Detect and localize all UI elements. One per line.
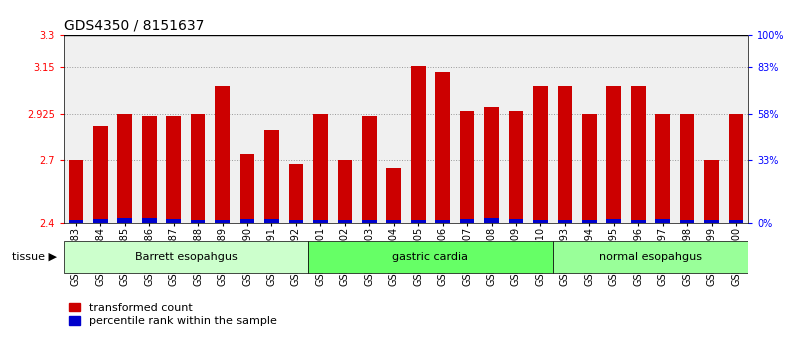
Bar xyxy=(191,220,205,223)
Bar xyxy=(460,219,474,223)
Bar xyxy=(728,114,743,223)
Bar xyxy=(411,65,426,223)
Bar xyxy=(313,114,328,223)
Bar xyxy=(533,220,548,223)
Bar xyxy=(557,220,572,223)
Bar xyxy=(655,219,670,223)
Bar xyxy=(680,114,694,223)
Bar xyxy=(68,220,84,223)
Bar xyxy=(313,220,328,223)
Bar xyxy=(460,112,474,223)
Bar xyxy=(631,220,646,223)
Bar xyxy=(386,220,401,223)
Bar xyxy=(142,218,157,223)
Legend: transformed count, percentile rank within the sample: transformed count, percentile rank withi… xyxy=(69,303,277,326)
Bar xyxy=(655,114,670,223)
Bar xyxy=(435,72,450,223)
Bar xyxy=(93,126,107,223)
Bar xyxy=(362,116,377,223)
Bar xyxy=(533,86,548,223)
Bar xyxy=(142,116,157,223)
Bar xyxy=(338,220,352,223)
Bar xyxy=(64,241,308,273)
Bar xyxy=(93,219,107,223)
Bar xyxy=(166,116,181,223)
Bar xyxy=(509,112,523,223)
Bar xyxy=(411,220,426,223)
Bar xyxy=(240,219,255,223)
Text: GDS4350 / 8151637: GDS4350 / 8151637 xyxy=(64,19,204,33)
Bar xyxy=(557,86,572,223)
Bar xyxy=(264,219,279,223)
Bar xyxy=(215,220,230,223)
Bar xyxy=(308,241,552,273)
Bar xyxy=(338,160,352,223)
Bar xyxy=(264,130,279,223)
Bar xyxy=(728,220,743,223)
Bar xyxy=(289,164,303,223)
Bar xyxy=(166,219,181,223)
Bar xyxy=(704,220,719,223)
Bar xyxy=(582,114,597,223)
Text: normal esopahgus: normal esopahgus xyxy=(599,252,702,262)
Bar xyxy=(289,220,303,223)
Text: Barrett esopahgus: Barrett esopahgus xyxy=(135,252,237,262)
Bar xyxy=(484,218,499,223)
Bar xyxy=(607,219,621,223)
Bar xyxy=(386,168,401,223)
Bar xyxy=(680,220,694,223)
Bar xyxy=(704,160,719,223)
Bar xyxy=(435,220,450,223)
Bar xyxy=(118,114,132,223)
Text: tissue ▶: tissue ▶ xyxy=(12,252,57,262)
Bar xyxy=(484,107,499,223)
Bar xyxy=(215,86,230,223)
Bar xyxy=(509,219,523,223)
Bar xyxy=(582,220,597,223)
Bar xyxy=(552,241,748,273)
Text: gastric cardia: gastric cardia xyxy=(392,252,468,262)
Bar xyxy=(240,154,255,223)
Bar xyxy=(191,114,205,223)
Bar xyxy=(68,160,84,223)
Bar xyxy=(118,218,132,223)
Bar xyxy=(607,86,621,223)
Bar xyxy=(362,220,377,223)
Bar xyxy=(631,86,646,223)
